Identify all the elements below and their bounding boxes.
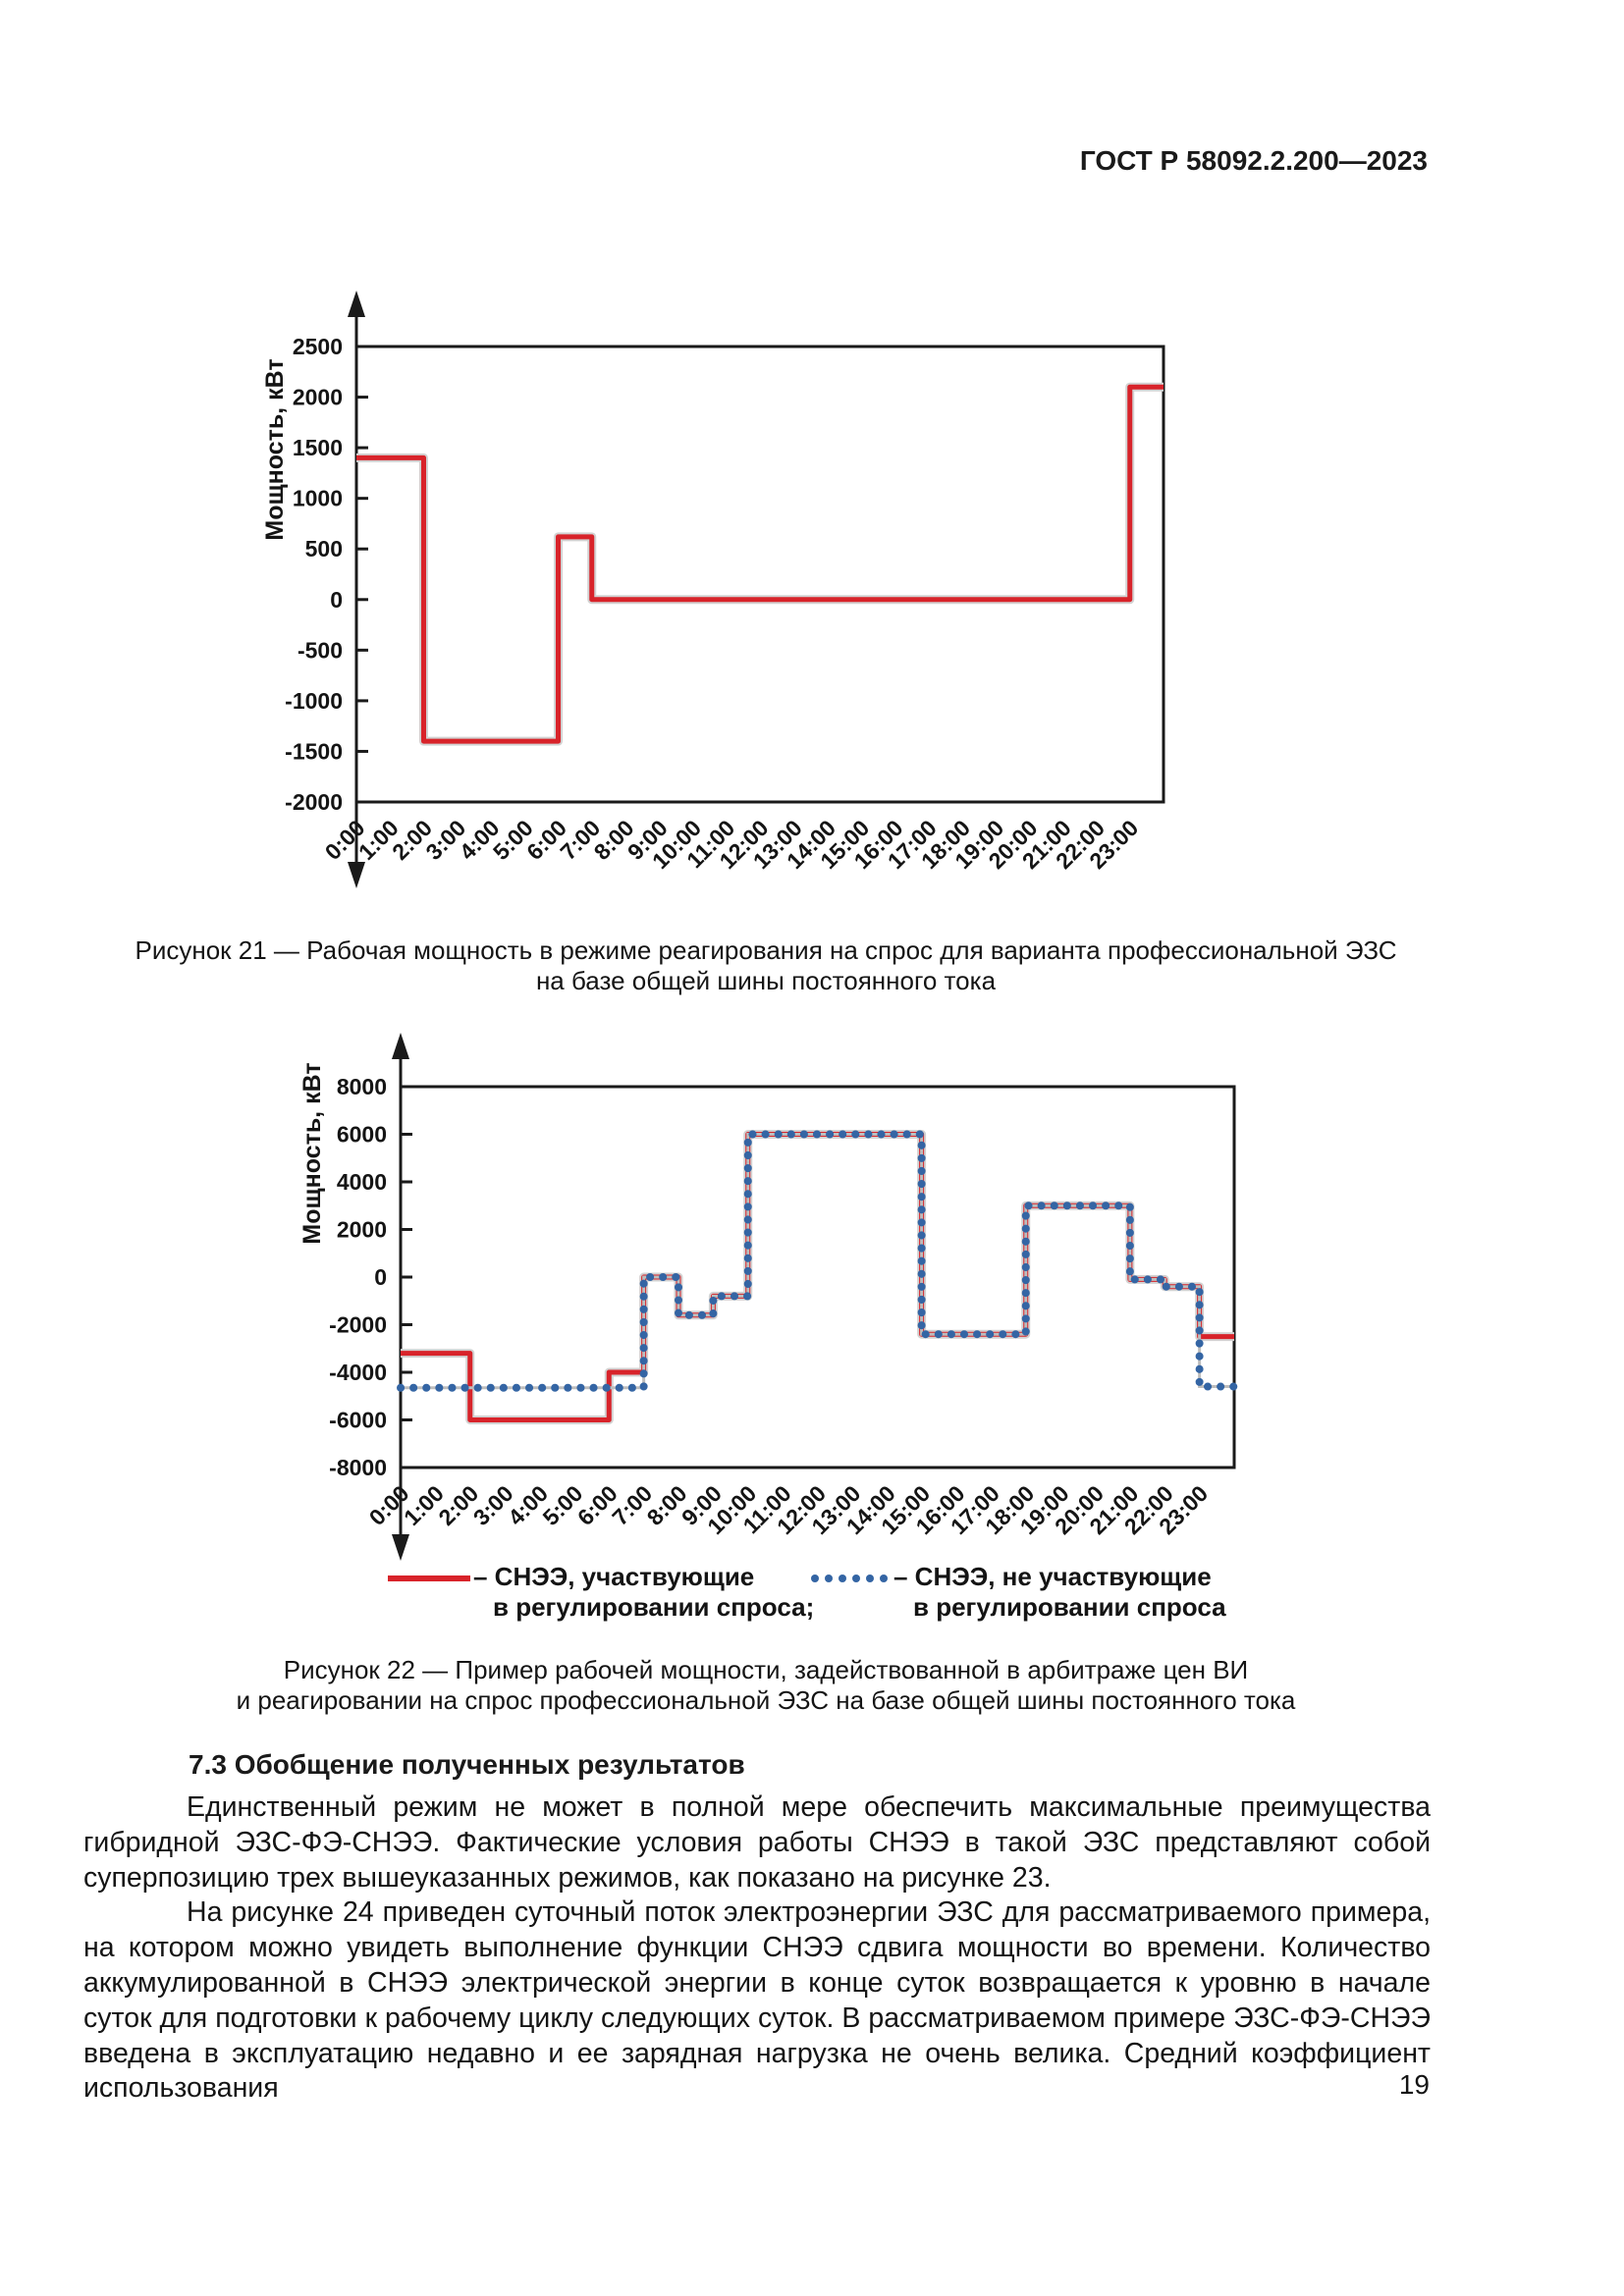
y-axis-title: Мощность, кВт <box>298 1062 326 1244</box>
series-halo <box>356 382 1164 746</box>
y-tick-label: 1500 <box>293 435 343 460</box>
document-number: ГОСТ Р 58092.2.200—2023 <box>1079 145 1428 176</box>
plot-border <box>354 345 1165 804</box>
figure22-caption-line1: Рисунок 22 — Пример рабочей мощности, за… <box>283 1655 1249 1684</box>
legend-label-line: в регулировании спроса <box>913 1592 1226 1622</box>
legend-item-participating: – СНЭЭ, участвующие в регулировании спро… <box>473 1562 814 1623</box>
y-tick-label: -8000 <box>329 1455 387 1480</box>
y-tick-label: -2000 <box>285 789 343 815</box>
y-tick-label: -1500 <box>285 738 343 764</box>
y-tick-label: 0 <box>330 587 343 613</box>
y-tick-label: -6000 <box>329 1408 387 1433</box>
legend-blue-dots-swatch <box>811 1575 888 1582</box>
y-tick-label: 8000 <box>337 1074 387 1099</box>
y-tick-label: 2000 <box>337 1217 387 1243</box>
dot-icon <box>866 1575 874 1582</box>
plot-border <box>399 1085 1236 1469</box>
y-axis-arrow-up-icon <box>392 1033 409 1059</box>
figure22-caption: Рисунок 22 — Пример рабочей мощности, за… <box>98 1655 1434 1716</box>
y-tick-label: 500 <box>305 536 343 561</box>
series-line-solid <box>356 384 1164 744</box>
dot-icon <box>880 1575 888 1582</box>
figure21-chart: 25002000150010005000-500-1000-1500-20000… <box>261 291 1165 888</box>
y-tick-label: 2000 <box>293 385 343 410</box>
section-heading: 7.3 Обобщение полученных результатов <box>189 1749 745 1780</box>
series-halo <box>401 1133 1234 1390</box>
figure21-caption: Рисунок 21 — Рабочая мощность в режиме р… <box>98 935 1434 996</box>
paragraph: На рисунке 24 приведен суточный поток эл… <box>83 1896 1431 2105</box>
y-tick-label: 1000 <box>293 486 343 511</box>
y-tick-label: 2500 <box>293 334 343 359</box>
y-tick-label: 0 <box>374 1264 387 1290</box>
figure22-caption-line2: и реагировании на спрос профессиональной… <box>236 1685 1296 1715</box>
legend-label-line: – СНЭЭ, участвующие <box>473 1562 755 1591</box>
paragraph: Единственный режим не может в полной мер… <box>83 1791 1431 1894</box>
y-axis-arrow-up-icon <box>348 291 365 317</box>
legend-item-not-participating: – СНЭЭ, не участвующие в регулировании с… <box>893 1562 1226 1623</box>
series-line-dotted <box>397 1130 1238 1392</box>
y-tick-label: 6000 <box>337 1122 387 1148</box>
figure21-caption-line1: Рисунок 21 — Рабочая мощность в режиме р… <box>135 935 1397 965</box>
y-tick-label: -4000 <box>329 1360 387 1385</box>
page-number: 19 <box>1398 2069 1430 2100</box>
legend-label-line: в регулировании спроса; <box>493 1592 815 1622</box>
y-axis-arrow-down-icon <box>392 1534 409 1561</box>
y-tick-label: -2000 <box>329 1312 387 1338</box>
legend-label-line: – СНЭЭ, не участвующие <box>893 1562 1212 1591</box>
dot-icon <box>825 1575 833 1582</box>
y-axis-arrow-down-icon <box>348 862 365 888</box>
series-line-solid <box>401 1132 1234 1422</box>
figure22-chart: 80006000400020000-2000-4000-6000-80000:0… <box>298 1033 1238 1561</box>
y-axis-title: Мощность, кВт <box>261 358 289 540</box>
dot-icon <box>811 1575 819 1582</box>
dot-icon <box>839 1575 846 1582</box>
legend-red-line-swatch <box>388 1575 470 1581</box>
y-tick-label: -1000 <box>285 688 343 714</box>
y-tick-label: -500 <box>298 637 343 663</box>
dot-icon <box>852 1575 860 1582</box>
figure21-caption-line2: на базе общей шины постоянного тока <box>535 966 997 995</box>
y-tick-label: 4000 <box>337 1169 387 1195</box>
body-text: Единственный режим не может в полной мер… <box>83 1790 1431 2107</box>
series-halo <box>401 1130 1234 1424</box>
